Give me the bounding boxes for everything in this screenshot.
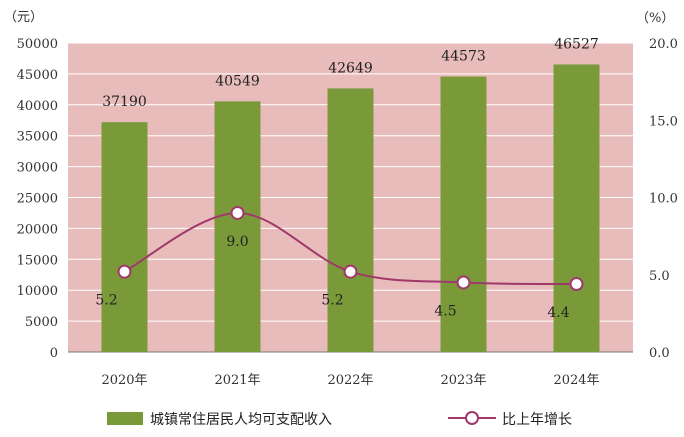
legend: 城镇常住居民人均可支配收入 比上年增长 [107, 411, 572, 428]
right-tick-label: 5.0 [649, 269, 670, 284]
growth-point [343, 264, 358, 279]
legend-bar-swatch [107, 412, 143, 425]
left-tick-label: 30000 [17, 161, 58, 176]
left-axis-unit: （元） [4, 10, 43, 25]
left-tick-label: 45000 [17, 68, 58, 83]
left-tick-label: 50000 [17, 37, 58, 52]
bar-value-labels: 37190 40549 42649 44573 46527 [102, 36, 599, 110]
left-tick-label: 5000 [25, 315, 58, 330]
right-tick-label: 10.0 [649, 192, 678, 207]
bar [327, 88, 374, 353]
left-tick-label: 40000 [17, 99, 58, 114]
bar-value-label: 44573 [441, 49, 486, 65]
legend-line-label: 比上年增长 [502, 412, 572, 428]
bar-value-label: 40549 [215, 73, 260, 89]
bar [553, 64, 600, 353]
bar-value-label: 42649 [328, 60, 373, 76]
growth-point [230, 205, 245, 220]
growth-point [117, 264, 132, 279]
left-tick-label: 25000 [17, 192, 58, 207]
x-axis-labels: 2020年 2021年 2022年 2023年 2024年 [101, 373, 599, 388]
left-tick-label: 20000 [17, 222, 58, 237]
left-tick-label: 0 [50, 346, 58, 361]
left-axis-ticks: 0 5000 10000 15000 20000 25000 30000 35000 40000… [17, 37, 58, 361]
x-tick-label: 2020年 [101, 373, 147, 388]
bar [214, 101, 261, 352]
legend-bar-label: 城镇常住居民人均可支配收入 [150, 412, 332, 428]
growth-value-label: 5.2 [95, 293, 117, 309]
left-tick-label: 35000 [17, 130, 58, 145]
right-tick-label: 15.0 [649, 114, 678, 129]
growth-value-labels: 5.2 9.0 5.2 4.5 4.4 [95, 234, 569, 321]
bar [440, 76, 487, 353]
bar-value-label: 46527 [554, 36, 599, 52]
x-tick-label: 2022年 [327, 373, 373, 388]
growth-point [456, 275, 471, 290]
bar-value-label: 37190 [102, 94, 147, 110]
right-axis-unit: （%） [636, 11, 674, 26]
growth-points [117, 205, 584, 292]
right-axis-ticks: 0.0 5.0 10.0 15.0 20.0 [649, 37, 678, 361]
growth-value-label: 5.2 [321, 293, 343, 309]
bar-series [101, 64, 600, 353]
x-tick-label: 2024年 [553, 373, 599, 388]
bar [101, 122, 148, 352]
right-tick-label: 0.0 [649, 346, 670, 361]
x-tick-label: 2021年 [214, 373, 260, 388]
growth-value-label: 9.0 [226, 234, 248, 250]
legend-line-marker [465, 411, 479, 425]
x-tick-label: 2023年 [440, 373, 486, 388]
right-tick-label: 20.0 [649, 37, 678, 52]
growth-value-label: 4.5 [434, 303, 456, 319]
growth-value-label: 4.4 [547, 305, 569, 321]
left-tick-label: 10000 [17, 284, 58, 299]
left-tick-label: 15000 [17, 253, 58, 268]
growth-point [569, 277, 584, 292]
